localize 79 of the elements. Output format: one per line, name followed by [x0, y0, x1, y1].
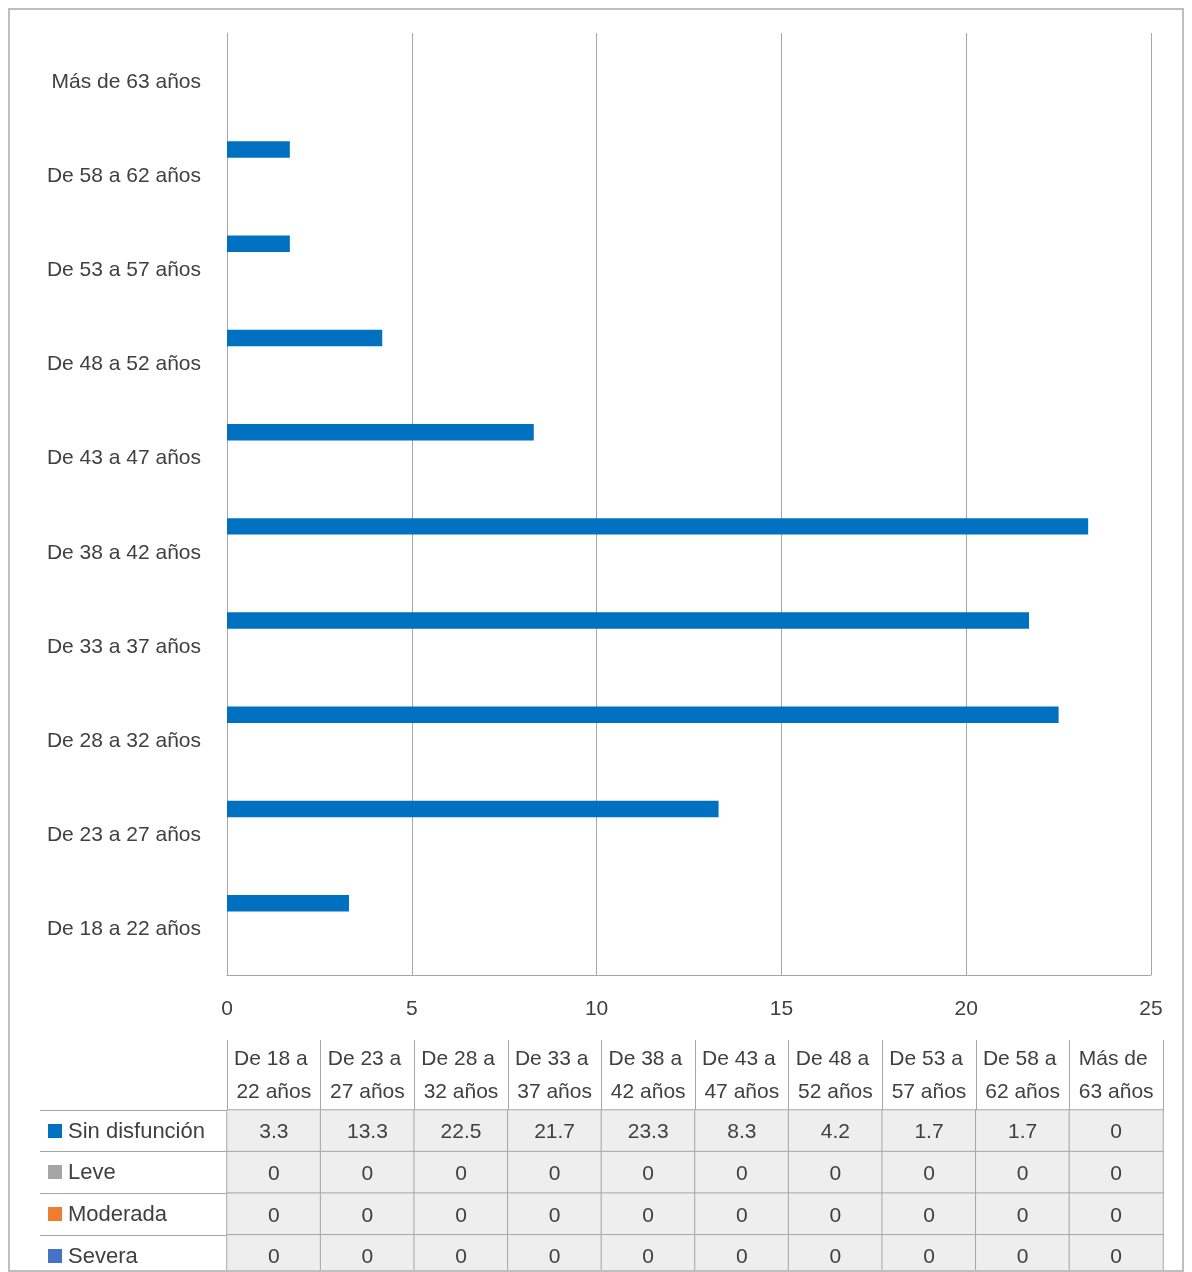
- data-label: 0: [361, 1202, 374, 1226]
- y-tick-label: Más de 63 años: [51, 68, 201, 92]
- x-tick-label: De 38 a 42 años: [608, 1046, 688, 1102]
- data-label: 13.3: [346, 1119, 388, 1143]
- data-label: 0: [548, 1160, 561, 1184]
- legend-label: Leve: [68, 1159, 116, 1186]
- legend-label: Sin disfunción: [68, 1117, 205, 1144]
- data-label: 8.3: [727, 1119, 757, 1143]
- x-tick-label: De 53 a 57 años: [889, 1046, 969, 1102]
- data-label: 1.7: [1008, 1119, 1038, 1143]
- data-label: 0: [455, 1160, 467, 1184]
- bar: [227, 706, 1059, 724]
- x-tick-label: De 23 a 27 años: [327, 1046, 408, 1102]
- x-tick-label: De 43 a 47 años: [702, 1046, 782, 1102]
- legend-label: Severa: [68, 1242, 138, 1269]
- data-label: 22.5: [440, 1119, 482, 1143]
- x-tick-label: 25: [1139, 996, 1163, 1019]
- x-tick-label: 5: [405, 996, 418, 1019]
- bar: [227, 894, 349, 912]
- data-label: 4.2: [820, 1119, 850, 1143]
- data-label: 0: [829, 1202, 842, 1226]
- bar: [227, 518, 1089, 535]
- y-tick-label: De 28 a 32 años: [46, 728, 201, 751]
- data-label: 0: [1016, 1244, 1029, 1268]
- data-label: 0: [735, 1244, 748, 1268]
- x-tick-label: De 33 a 37 años: [514, 1046, 595, 1102]
- x-tick-label: De 18 a 22 años: [234, 1046, 314, 1102]
- data-label: 0: [642, 1160, 655, 1184]
- y-tick-label: De 58 a 62 años: [46, 162, 201, 186]
- data-label: 0: [1016, 1202, 1029, 1226]
- x-tick-label: 10: [584, 996, 609, 1019]
- data-label: 0: [267, 1160, 280, 1184]
- data-label: 21.7: [534, 1119, 576, 1143]
- x-tick-label: 15: [769, 996, 794, 1019]
- data-label: 0: [1016, 1160, 1029, 1184]
- bar: [227, 235, 290, 253]
- y-tick-label: De 53 a 57 años: [46, 257, 201, 280]
- data-label: 0: [829, 1244, 842, 1268]
- bar: [227, 423, 534, 441]
- x-tick-label: De 48 a 52 años: [795, 1046, 876, 1102]
- data-label: 0: [361, 1160, 374, 1184]
- data-label: 0: [1110, 1119, 1123, 1143]
- data-label: 0: [267, 1244, 280, 1268]
- data-label: 0: [642, 1244, 655, 1268]
- y-tick-label: De 43 a 47 años: [46, 445, 201, 469]
- x-tick-label: De 28 a 32 años: [421, 1046, 501, 1102]
- data-label: 0: [735, 1160, 748, 1184]
- y-tick-label: De 48 a 52 años: [46, 351, 201, 375]
- data-label: 0: [267, 1202, 280, 1226]
- data-label: 3.3: [259, 1119, 289, 1143]
- data-label: 0: [735, 1202, 748, 1226]
- y-tick-label: De 38 a 42 años: [46, 539, 201, 563]
- bar: [227, 800, 719, 818]
- data-label: 0: [361, 1244, 374, 1268]
- data-label: 0: [923, 1244, 935, 1268]
- legend-label: Moderada: [68, 1200, 168, 1227]
- bar: [227, 612, 1030, 629]
- x-tick-label: 20: [954, 996, 978, 1019]
- data-label: 0: [923, 1160, 935, 1184]
- data-label: 23.3: [627, 1119, 669, 1143]
- data-label: 0: [1110, 1160, 1123, 1184]
- bar: [227, 329, 383, 347]
- x-tick-label: Más de 63 años: [1078, 1046, 1154, 1102]
- data-label: 0: [923, 1202, 935, 1226]
- data-label: 0: [548, 1202, 561, 1226]
- data-label: 0: [548, 1244, 561, 1268]
- data-label: 0: [455, 1202, 467, 1226]
- data-label: 0: [1110, 1244, 1123, 1268]
- data-label: 0: [829, 1160, 842, 1184]
- bar: [227, 141, 290, 158]
- y-tick-label: De 23 a 27 años: [46, 822, 201, 846]
- data-label: 0: [1110, 1202, 1123, 1226]
- x-tick-label: De 58 a 62 años: [982, 1046, 1063, 1102]
- data-label: 0: [642, 1202, 655, 1226]
- y-tick-label: De 33 a 37 años: [46, 633, 201, 657]
- data-label: 0: [455, 1244, 467, 1268]
- x-tick-label: 0: [221, 996, 233, 1019]
- data-label: 1.7: [914, 1119, 944, 1143]
- y-tick-label: De 18 a 22 años: [46, 916, 201, 940]
